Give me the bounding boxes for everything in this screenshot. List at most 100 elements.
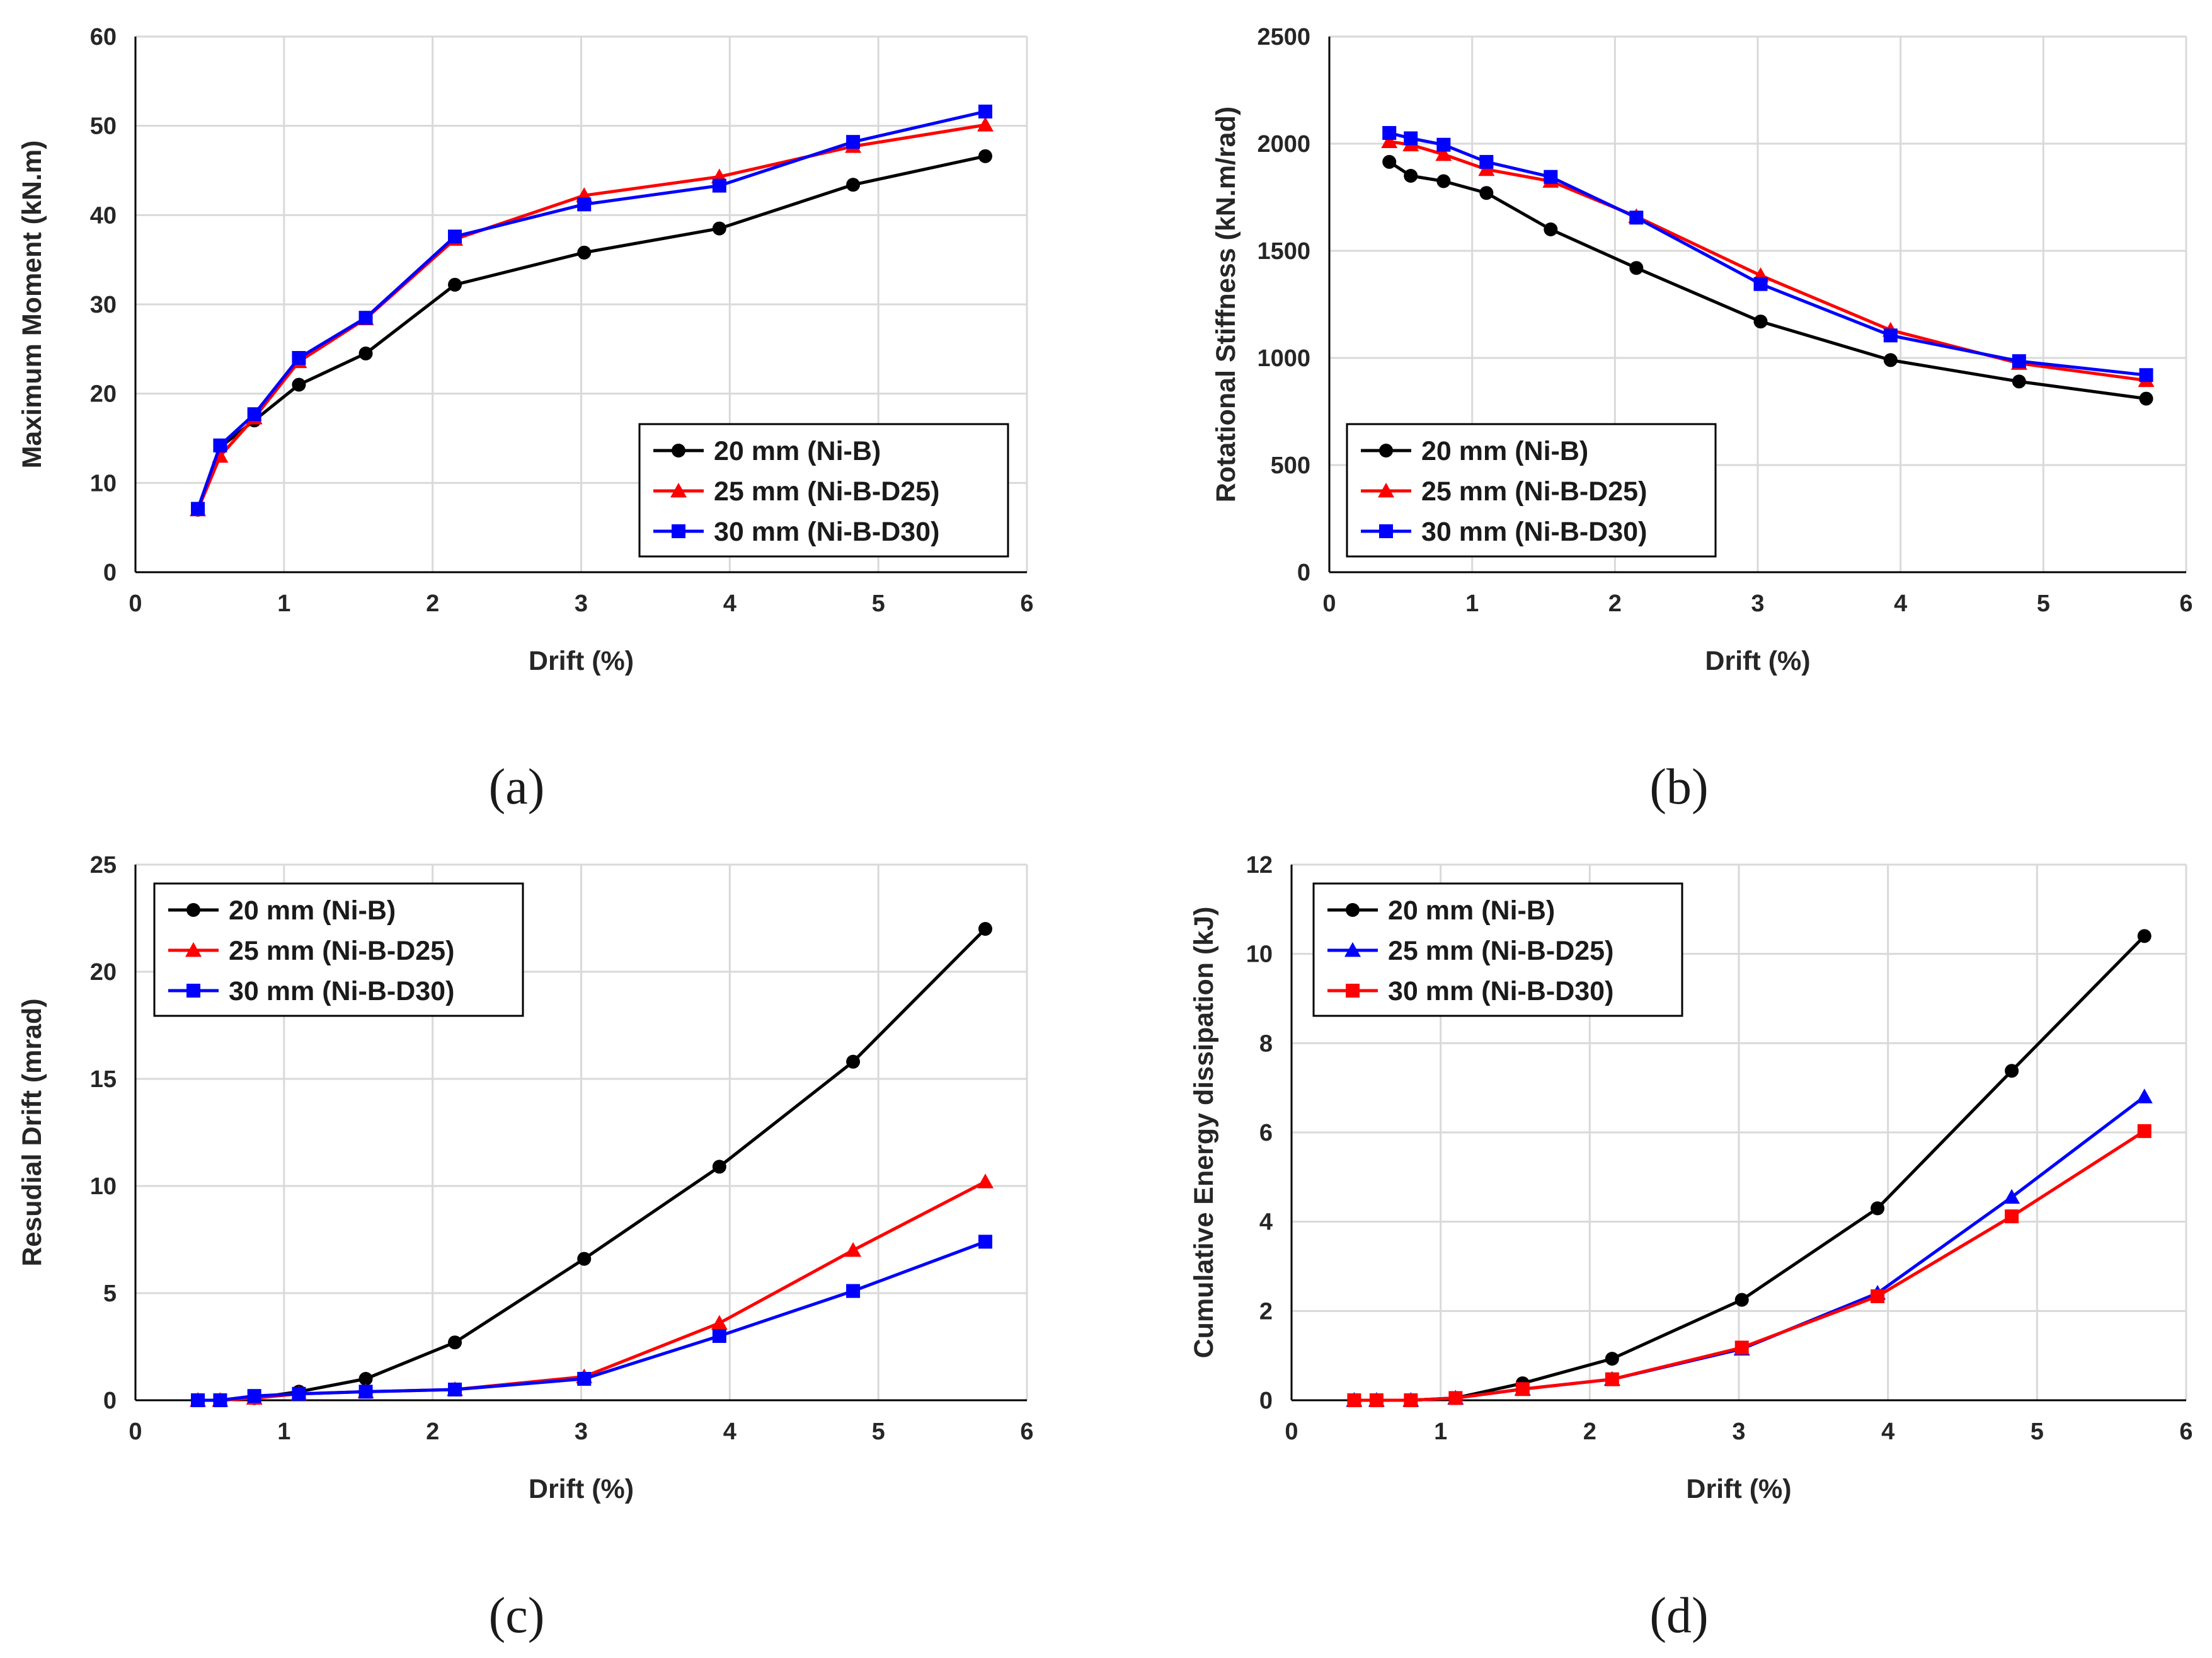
data-point — [577, 245, 592, 260]
data-point — [1515, 1382, 1530, 1396]
series-2 — [1347, 1124, 2152, 1407]
x-tick-label: 1 — [1465, 590, 1479, 617]
y-axis-label: Cumulative Energy dissipation (kJ) — [1189, 907, 1219, 1359]
legend: 20 mm (Ni-B) 25 mm (Ni-B-D25) 30 mm (Ni-B-… — [1312, 882, 1683, 1017]
data-point — [712, 178, 726, 193]
x-tick-label: 4 — [1894, 590, 1907, 617]
y-tick-label: 40 — [90, 202, 117, 229]
x-tick-label: 4 — [723, 590, 736, 617]
x-tick-label: 6 — [1020, 1419, 1033, 1445]
y-tick-label: 6 — [1259, 1120, 1273, 1146]
data-point — [1436, 174, 1451, 188]
data-point — [1734, 1340, 1749, 1355]
x-axis-label: Drift (%) — [1705, 646, 1810, 676]
legend-label: 30 mm (Ni-B-D30) — [1421, 517, 1647, 547]
data-point — [1382, 154, 1397, 169]
y-tick-label: 1000 — [1257, 345, 1310, 372]
x-tick-label: 5 — [2031, 1419, 2044, 1445]
y-tick-label: 30 — [90, 292, 117, 318]
data-point — [213, 438, 227, 452]
x-tick-label: 2 — [426, 1419, 439, 1445]
data-point — [712, 1329, 726, 1343]
x-tick-label: 3 — [575, 1419, 588, 1445]
data-point — [846, 1284, 861, 1298]
data-point — [1629, 261, 1644, 275]
y-tick-label: 5 — [103, 1281, 117, 1307]
x-tick-label: 2 — [426, 590, 439, 617]
legend-label: 20 mm (Ni-B) — [1388, 895, 1555, 926]
data-point — [577, 1372, 592, 1386]
legend-marker — [672, 524, 685, 538]
legend: 20 mm (Ni-B) 25 mm (Ni-B-D25) 30 mm (Ni-B-… — [638, 423, 1009, 558]
y-tick-label: 1500 — [1257, 238, 1310, 265]
data-point — [292, 1386, 306, 1401]
chart-panel-2: 0 1 2 3 4 5 6 0 5 10 15 20 25 Drift (%) Resudial Drift… — [17, 852, 1034, 1644]
data-point — [1544, 170, 1558, 184]
y-tick-label: 0 — [103, 560, 117, 586]
x-tick-label: 1 — [277, 590, 290, 617]
data-point — [358, 1385, 373, 1399]
data-point — [577, 197, 592, 212]
x-tick-label: 2 — [1583, 1419, 1596, 1445]
data-point — [977, 1173, 994, 1189]
y-tick-label: 25 — [90, 852, 117, 878]
y-tick-label: 500 — [1271, 452, 1310, 479]
data-point — [1734, 1292, 1749, 1307]
panel-label: (b) — [1649, 759, 1708, 815]
series-2 — [1382, 126, 2153, 383]
data-point — [1404, 169, 1418, 183]
data-point — [1883, 353, 1898, 367]
data-point — [1871, 1289, 1885, 1303]
data-point — [1479, 186, 1494, 200]
x-tick-label: 5 — [872, 1419, 885, 1445]
legend-marker — [1344, 942, 1361, 957]
data-point — [2139, 391, 2153, 406]
y-axis-label: Maximum Moment (kN.m) — [17, 141, 47, 469]
data-point — [1369, 1393, 1384, 1407]
y-tick-label: 8 — [1259, 1030, 1273, 1057]
series-line — [1389, 131, 2146, 377]
data-point — [1871, 1201, 1885, 1216]
data-point — [977, 117, 994, 132]
legend-label: 30 mm (Ni-B-D30) — [229, 976, 454, 1006]
legend-label: 20 mm (Ni-B) — [229, 895, 396, 926]
data-point — [1753, 314, 1768, 329]
data-point — [2137, 1124, 2152, 1138]
data-point — [1381, 133, 1398, 148]
legend-label: 20 mm (Ni-B) — [1421, 436, 1588, 466]
data-point — [191, 1393, 205, 1407]
x-axis-label: Drift (%) — [529, 646, 634, 676]
y-tick-label: 4 — [1259, 1209, 1273, 1236]
legend-label: 30 mm (Ni-B-D30) — [1388, 976, 1613, 1006]
x-tick-label: 1 — [1434, 1419, 1447, 1445]
data-point — [1629, 210, 1644, 225]
y-tick-label: 2000 — [1257, 131, 1310, 158]
data-point — [2012, 374, 2026, 389]
panel-label: (d) — [1649, 1588, 1708, 1644]
y-tick-label: 20 — [90, 381, 117, 408]
x-axis-label: Drift (%) — [1686, 1474, 1791, 1504]
x-tick-label: 4 — [723, 1419, 736, 1445]
series-line — [198, 1180, 987, 1402]
data-point — [1404, 131, 1418, 146]
data-point — [1605, 1352, 1619, 1366]
y-tick-label: 10 — [90, 470, 117, 497]
data-point — [2005, 1064, 2019, 1078]
legend-marker — [1378, 483, 1394, 498]
data-point — [292, 351, 306, 365]
data-point — [1544, 222, 1558, 236]
data-point — [711, 1315, 728, 1330]
y-tick-label: 20 — [90, 959, 117, 986]
x-tick-label: 4 — [1881, 1419, 1894, 1445]
x-tick-label: 5 — [872, 590, 885, 617]
y-tick-label: 0 — [103, 1388, 117, 1414]
x-tick-label: 0 — [129, 590, 142, 617]
data-point — [292, 377, 306, 392]
y-tick-label: 15 — [90, 1066, 117, 1093]
x-tick-label: 6 — [2179, 590, 2192, 617]
data-point — [1883, 328, 1898, 343]
x-tick-label: 3 — [1732, 1419, 1745, 1445]
legend-marker — [1346, 903, 1360, 917]
legend-marker — [1379, 444, 1393, 458]
